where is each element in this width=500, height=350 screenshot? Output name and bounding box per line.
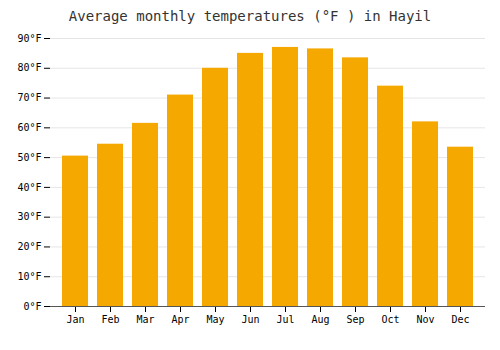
svg-text:Feb: Feb: [101, 314, 119, 325]
svg-text:May: May: [206, 314, 224, 325]
svg-text:Dec: Dec: [451, 314, 469, 325]
html-text:Average monthly temperatures (: Average monthly temperatures (°F ) in Ha…: [68, 8, 432, 24]
svg-text:Sep: Sep: [346, 314, 364, 325]
svg-text:Nov: Nov: [416, 314, 434, 325]
svg-text:Jan: Jan: [66, 314, 84, 325]
svg-text:Aug: Aug: [311, 314, 329, 325]
svg-text:Oct: Oct: [381, 314, 399, 325]
svg-text:90°F: 90°F: [17, 33, 41, 44]
svg-text:20°F: 20°F: [17, 241, 41, 252]
svg-text:70°F: 70°F: [17, 92, 41, 103]
svg-text:40°F: 40°F: [17, 182, 41, 193]
svg-text:30°F: 30°F: [17, 211, 41, 222]
svg-text:Apr: Apr: [171, 314, 189, 325]
svg-text:Jul: Jul: [276, 314, 294, 325]
svg-text:60°F: 60°F: [17, 122, 41, 133]
svg-text:80°F: 80°F: [17, 62, 41, 73]
svg-text:Jun: Jun: [241, 314, 259, 325]
svg-text:10°F: 10°F: [17, 271, 41, 282]
svg-text:0°F: 0°F: [23, 301, 41, 312]
svg-text:50°F: 50°F: [17, 152, 41, 163]
svg-text:Mar: Mar: [136, 314, 154, 325]
